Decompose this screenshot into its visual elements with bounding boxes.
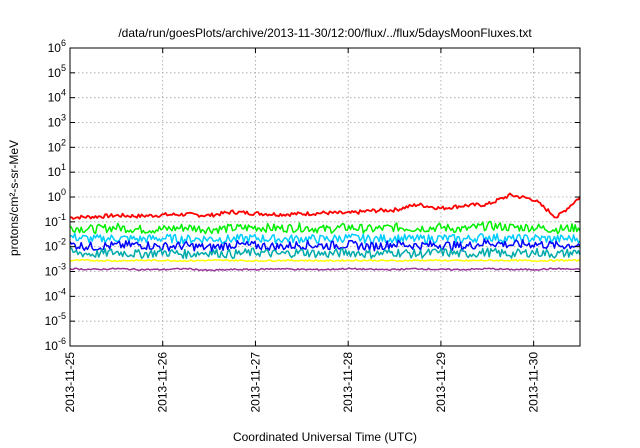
x-tick-label: 2013-11-30 xyxy=(527,352,541,413)
x-tick-label: 2013-11-26 xyxy=(156,352,170,413)
y-tick-label: 105 xyxy=(48,63,66,80)
axis-ticks xyxy=(69,47,580,347)
series-line xyxy=(69,232,581,245)
chart-title: /data/run/goesPlots/archive/2013-11-30/1… xyxy=(118,26,532,40)
series-line xyxy=(69,192,581,220)
x-tick-label: 2013-11-27 xyxy=(248,352,262,413)
x-tick-label: 2013-11-29 xyxy=(434,352,448,413)
x-tick-label: 2013-11-28 xyxy=(341,352,355,413)
x-tick-label: 2013-11-25 xyxy=(63,352,77,413)
series-line xyxy=(69,247,581,260)
x-axis-title: Coordinated Universal Time (UTC) xyxy=(233,430,417,444)
y-tick-label: 10-5 xyxy=(45,311,66,328)
y-tick-label: 102 xyxy=(48,137,66,154)
y-tick-label: 10-3 xyxy=(45,262,66,279)
series-line xyxy=(69,220,581,235)
y-tick-labels: 10-6 10-5 10-4 10-3 10-2 10-1 100 101 102 103 104 1… xyxy=(45,38,66,353)
y-tick-label: 103 xyxy=(48,113,66,130)
y-tick-label: 106 xyxy=(48,38,66,55)
x-tick-labels: 2013-11-25 2013-11-26 2013-11-27 2013-11-28… xyxy=(63,352,541,413)
grid xyxy=(70,48,580,346)
data-series xyxy=(69,192,581,272)
y-tick-label: 100 xyxy=(48,187,66,204)
y-tick-label: 10-2 xyxy=(45,237,66,254)
y-tick-label: 10-1 xyxy=(45,212,66,229)
y-tick-label: 10-4 xyxy=(45,286,66,303)
y-tick-label: 10-6 xyxy=(45,336,66,353)
series-line xyxy=(69,238,581,252)
series-line xyxy=(69,258,581,263)
series-line xyxy=(69,267,581,272)
y-axis-title: protons/cm²-s-sr-MeV xyxy=(7,140,21,256)
y-tick-label: 104 xyxy=(48,88,66,105)
y-tick-label: 101 xyxy=(48,162,66,179)
